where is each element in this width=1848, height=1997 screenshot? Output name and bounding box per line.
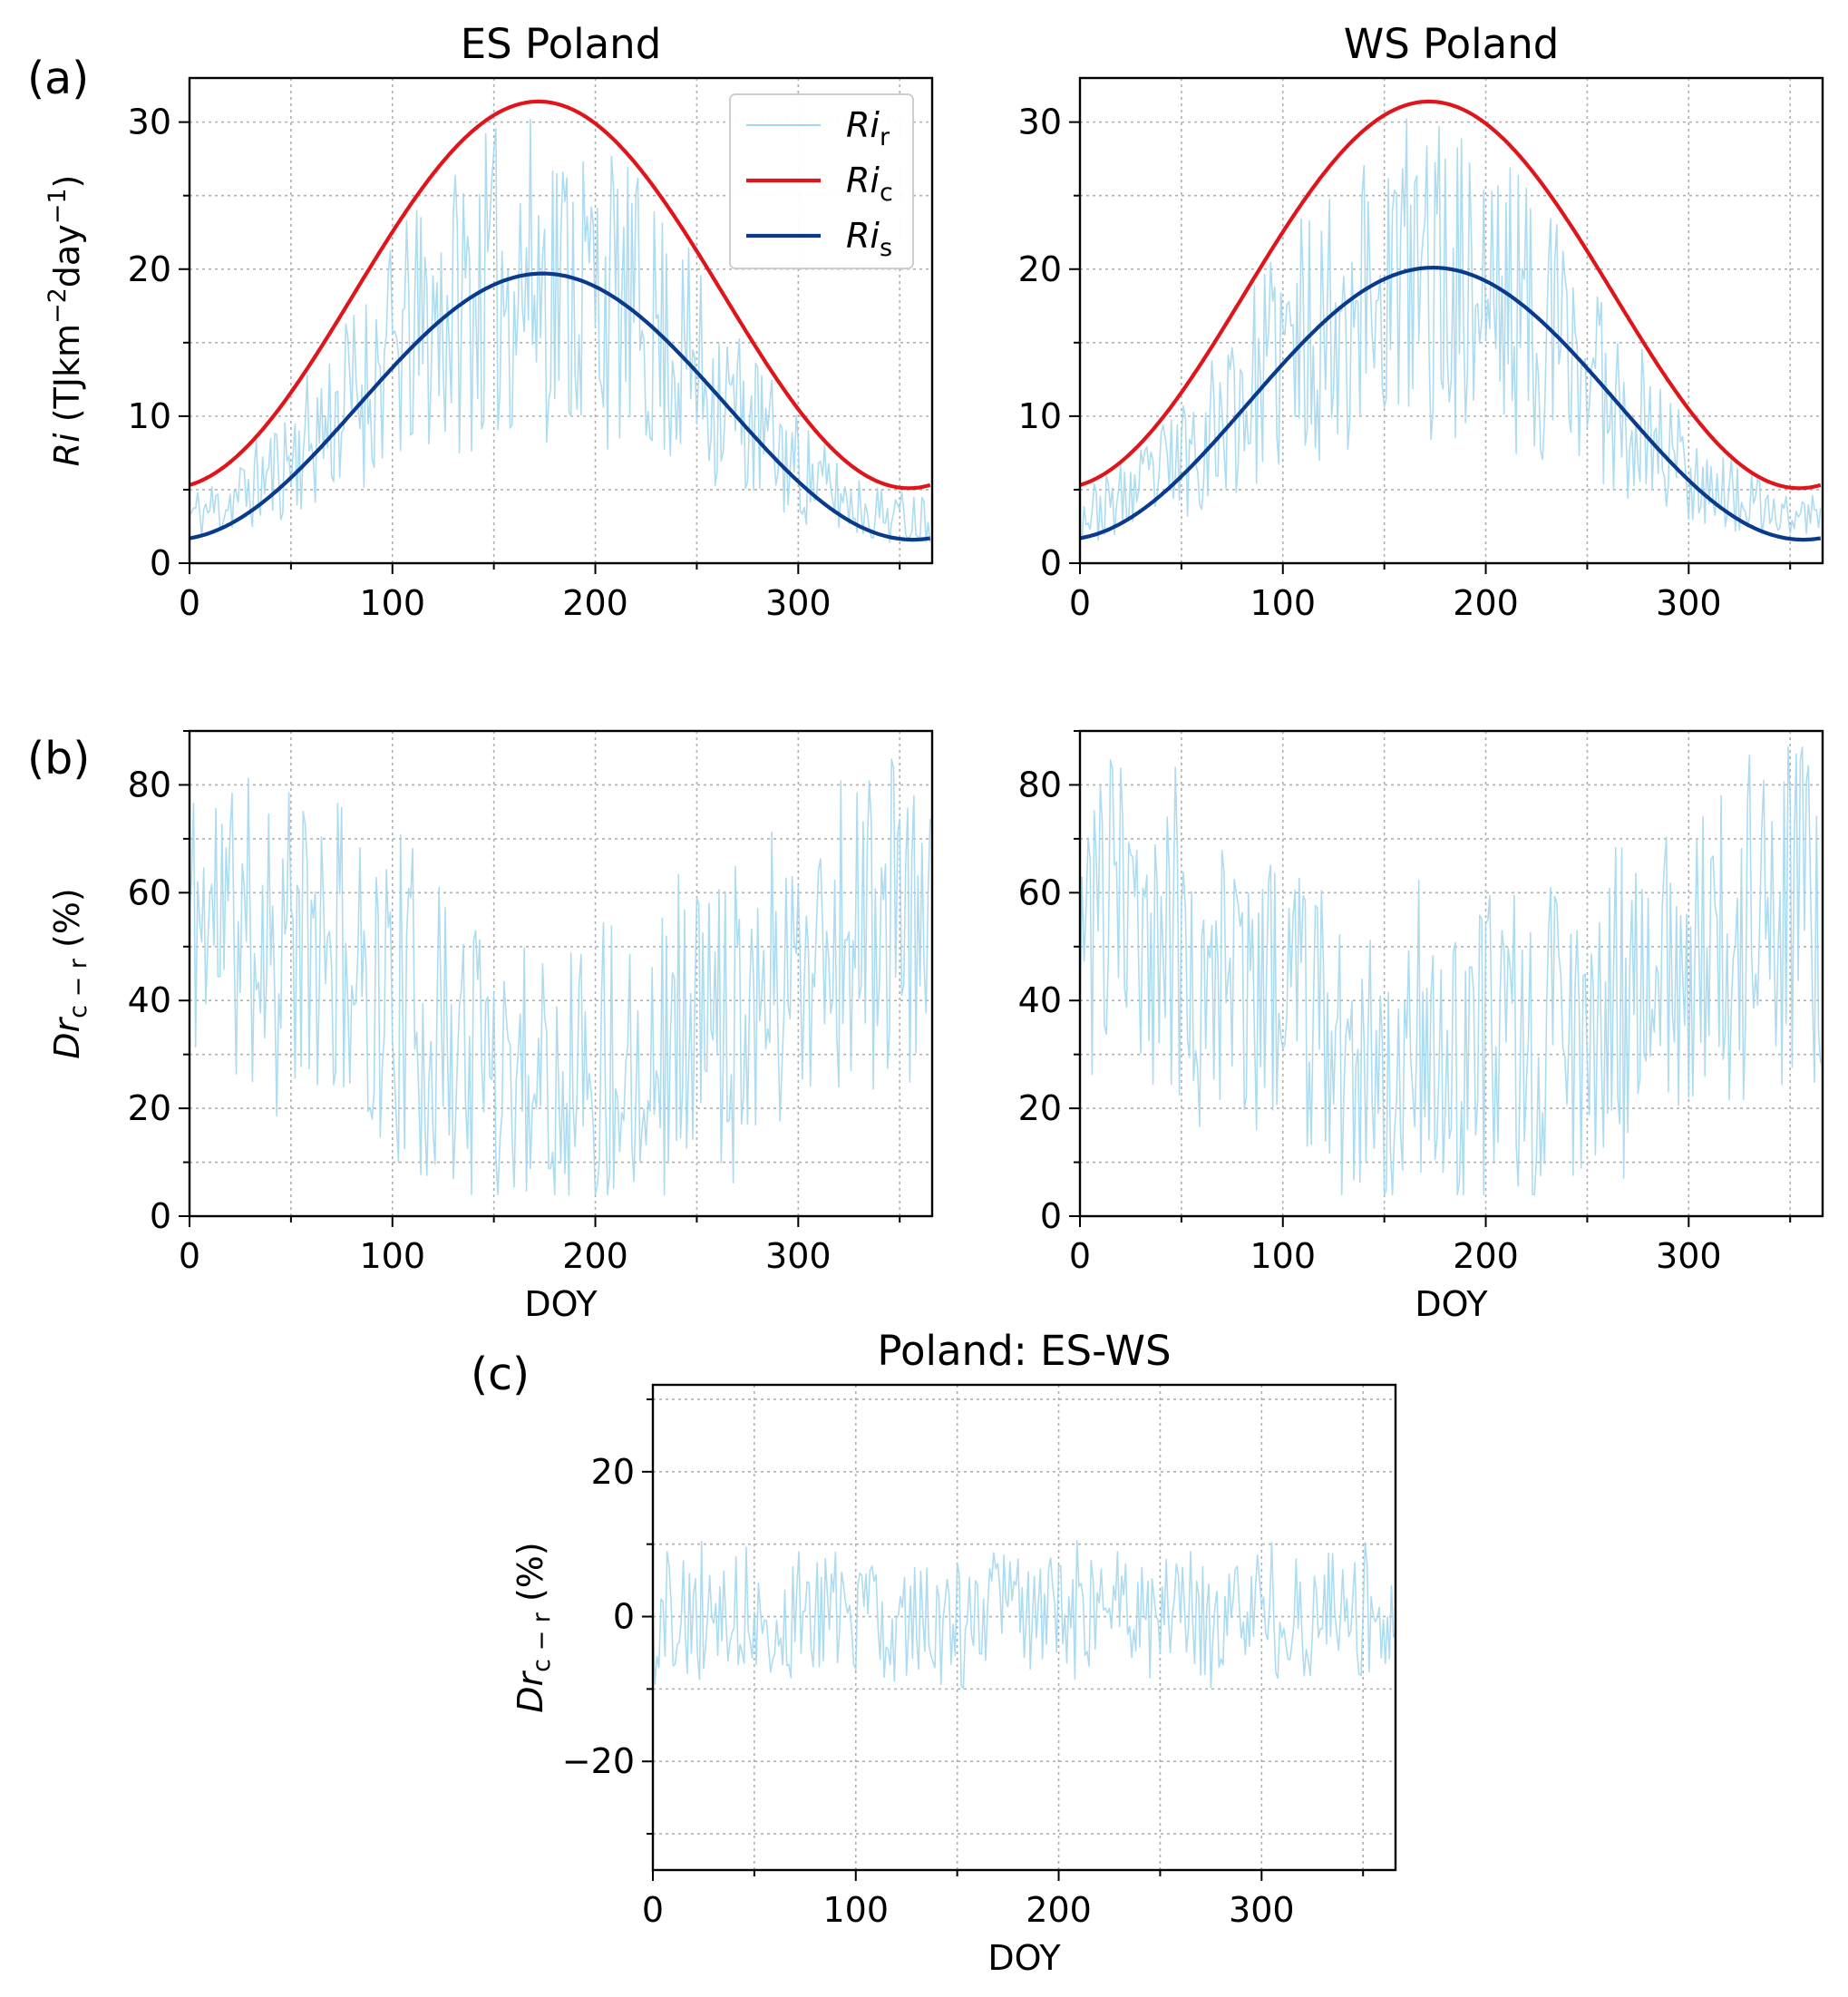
y-tick-label: 60 (128, 872, 171, 912)
legend: Rir Ric Ris (729, 93, 914, 269)
legend-entry-ri_r: Rir (846, 105, 890, 151)
y-tick-label: 10 (1018, 396, 1062, 436)
x-tick-label: 100 (360, 1236, 426, 1276)
x-tick-label: 200 (1453, 1236, 1519, 1276)
x-tick-label: 300 (1229, 1890, 1295, 1930)
x-tick-label: 0 (179, 1236, 200, 1276)
x-axis-label: DOY (524, 1284, 598, 1324)
chart-panel-a-es: 0 100 200 300 0 10 20 30 ES Poland Ri (TJkm−2day−… (27, 20, 934, 623)
y-tick-label: 40 (1018, 980, 1062, 1020)
y-axis-label: Drc − r (%) (47, 888, 92, 1058)
x-tick-label: 0 (1069, 1236, 1091, 1276)
y-tick-label: 80 (128, 765, 171, 804)
y-tick-label: 20 (128, 249, 171, 289)
series-line-ri_s (1080, 266, 1822, 542)
panel-letter: (a) (27, 53, 89, 104)
y-tick-label: 80 (1018, 765, 1062, 804)
x-tick-label: 300 (1656, 583, 1722, 623)
axes-frame (651, 1383, 1397, 1872)
x-tick-label: 0 (179, 583, 200, 623)
y-tick-label: −20 (562, 1741, 635, 1781)
x-tick-label: 100 (1250, 1236, 1317, 1276)
x-tick-label: 300 (765, 1236, 832, 1276)
series-line-ri_r (1080, 746, 1822, 1195)
x-tick-label: 200 (1453, 583, 1519, 623)
axes-frame (188, 729, 934, 1218)
series-line-ri_s (190, 271, 931, 542)
y-axis-label: Drc − r (%) (511, 1542, 556, 1712)
y-tick-label: 20 (128, 1088, 171, 1128)
y-tick-label: 0 (1040, 1196, 1062, 1236)
x-tick-label: 200 (1026, 1890, 1092, 1930)
x-tick-label: 0 (642, 1890, 664, 1930)
chart-panel-a-ws: 0 100 200 300 0 10 20 30 WS Poland (1018, 20, 1824, 623)
y-tick-label: 20 (1018, 1088, 1062, 1128)
x-axis-label: DOY (1415, 1284, 1488, 1324)
legend-entry-ri_c: Ric (846, 161, 893, 207)
series-line-ri_r (1080, 118, 1822, 541)
series-line-ri_c (190, 99, 931, 491)
axes-frame (188, 76, 934, 565)
y-tick-label: 20 (591, 1452, 635, 1492)
panel-letter: (c) (471, 1349, 530, 1400)
x-axis-label: DOY (987, 1938, 1061, 1978)
chart-panel-b-es: 0 100 200 300 0 20 40 60 80 DOY Drc − r (%) (b) (27, 729, 934, 1324)
grid-lines (1079, 730, 1823, 1217)
x-tick-label: 300 (765, 583, 832, 623)
chart-title: Poland: ES-WS (877, 1327, 1171, 1375)
y-tick-label: 0 (1040, 543, 1062, 583)
y-tick-label: 60 (1018, 872, 1062, 912)
series-line-ri_r (653, 1540, 1395, 1690)
x-tick-label: 100 (360, 583, 426, 623)
y-tick-label: 0 (150, 543, 171, 583)
x-tick-label: 100 (1250, 583, 1317, 623)
x-tick-label: 200 (562, 1236, 628, 1276)
y-axis-label: Ri (TJkm−2day−1) (44, 175, 87, 467)
y-tick-label: 0 (613, 1597, 635, 1637)
series-line-ri_r (190, 758, 931, 1195)
panel-letter: (b) (27, 733, 90, 784)
y-tick-label: 0 (150, 1196, 171, 1236)
y-tick-label: 30 (128, 102, 171, 142)
chart-panel-c: 0 100 200 300 −20 0 20 Poland: ES-WS DOY Drc − r … (471, 1327, 1397, 1978)
axes-frame (1078, 76, 1824, 565)
x-tick-label: 300 (1656, 1236, 1722, 1276)
grid-lines (1079, 78, 1823, 564)
y-tick-label: 40 (128, 980, 171, 1020)
chart-title: WS Poland (1344, 20, 1560, 68)
legend-entry-ri_s: Ris (846, 216, 892, 262)
x-tick-label: 100 (823, 1890, 890, 1930)
y-tick-label: 20 (1018, 249, 1062, 289)
grid-lines (652, 1385, 1396, 1870)
chart-panel-b-ws: 0 100 200 300 0 20 40 60 80 DOY (1018, 729, 1824, 1324)
x-tick-label: 200 (562, 583, 628, 623)
x-tick-label: 0 (1069, 583, 1091, 623)
y-tick-label: 30 (1018, 102, 1062, 142)
axes-frame (1078, 729, 1824, 1218)
chart-title: ES Poland (461, 20, 662, 68)
y-tick-label: 10 (128, 396, 171, 436)
series-line-ri_c (1080, 99, 1822, 491)
